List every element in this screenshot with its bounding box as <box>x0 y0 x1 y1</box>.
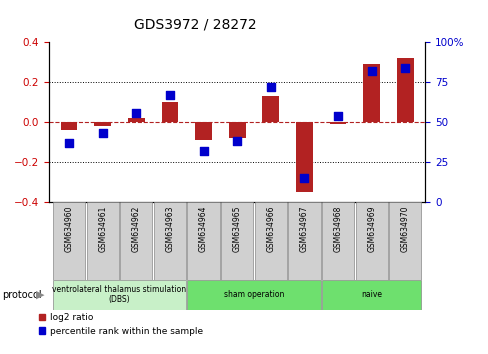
Bar <box>161 102 178 122</box>
Bar <box>321 280 421 310</box>
Point <box>65 140 73 146</box>
Point <box>99 131 106 136</box>
Bar <box>396 58 413 122</box>
Text: GSM634963: GSM634963 <box>165 206 174 252</box>
Bar <box>295 122 312 192</box>
Point <box>401 65 408 71</box>
Text: GSM634970: GSM634970 <box>400 206 409 252</box>
Bar <box>154 202 186 280</box>
Bar <box>329 122 346 124</box>
Point <box>266 84 274 90</box>
Point <box>367 68 375 74</box>
Text: naive: naive <box>361 290 381 299</box>
Bar <box>53 280 185 310</box>
Text: GSM634969: GSM634969 <box>366 206 375 252</box>
Bar <box>355 202 387 280</box>
Bar <box>388 202 421 280</box>
Point <box>333 113 341 119</box>
Bar <box>221 202 253 280</box>
Bar <box>363 64 379 122</box>
Text: ventrolateral thalamus stimulation
(DBS): ventrolateral thalamus stimulation (DBS) <box>52 285 186 304</box>
Text: GSM634968: GSM634968 <box>333 206 342 252</box>
Text: sham operation: sham operation <box>224 290 284 299</box>
Text: GSM634964: GSM634964 <box>199 206 207 252</box>
Bar <box>187 280 320 310</box>
Text: GSM634966: GSM634966 <box>266 206 275 252</box>
Legend: log2 ratio, percentile rank within the sample: log2 ratio, percentile rank within the s… <box>39 313 203 336</box>
Point <box>132 110 140 115</box>
Text: GSM634967: GSM634967 <box>299 206 308 252</box>
Bar <box>86 202 119 280</box>
Bar <box>321 202 353 280</box>
Point <box>199 148 207 154</box>
Bar <box>61 122 77 130</box>
Text: GDS3972 / 28272: GDS3972 / 28272 <box>134 18 256 32</box>
Bar <box>262 96 279 122</box>
Point <box>165 92 174 98</box>
Bar <box>53 202 85 280</box>
Text: GSM634960: GSM634960 <box>64 206 73 252</box>
Text: GSM634961: GSM634961 <box>98 206 107 252</box>
Text: ▶: ▶ <box>36 290 44 300</box>
Bar <box>128 118 144 122</box>
Bar <box>187 202 219 280</box>
Bar <box>288 202 320 280</box>
Point <box>233 138 241 144</box>
Text: GSM634962: GSM634962 <box>132 206 141 252</box>
Bar <box>120 202 152 280</box>
Bar <box>94 122 111 126</box>
Text: protocol: protocol <box>2 290 42 300</box>
Bar <box>254 202 286 280</box>
Bar <box>228 122 245 138</box>
Point <box>300 175 308 181</box>
Bar <box>195 122 211 140</box>
Text: GSM634965: GSM634965 <box>232 206 241 252</box>
